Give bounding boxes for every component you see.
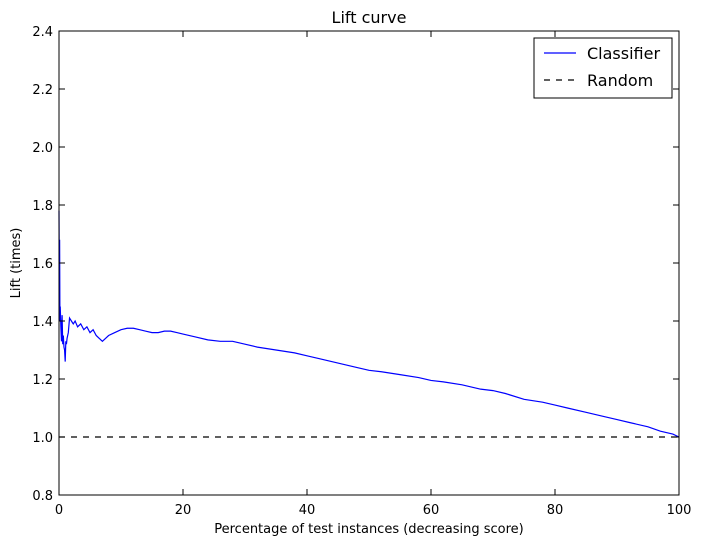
ticks-layer: 0 20 40 60 80 100 0.8 1.0 1.2 1.4 1.6 1.8 2.0 2.2 2.4 [32,25,691,518]
y-tick-label: 0.8 [32,489,53,504]
x-tick-label: 40 [299,503,316,518]
x-tick-label: 0 [55,503,63,518]
x-tick-label: 100 [667,503,692,518]
legend-box [533,37,673,99]
x-axis-label: Percentage of test instances (decreasing… [214,522,524,537]
plot-frame [58,30,680,496]
series-layer [58,210,680,438]
series-line-classifier [58,210,680,438]
legend-entry-classifier: Classifier [587,44,660,63]
x-tick-label: 80 [547,503,564,518]
legend: Classifier Random [533,37,673,99]
y-tick-label: 2.0 [32,141,53,156]
x-tick-label: 20 [175,503,192,518]
x-tick-label: 60 [423,503,440,518]
chart-title: Lift curve [332,8,407,27]
y-tick-label: 1.4 [32,315,53,330]
y-tick-label: 2.4 [32,25,53,40]
y-tick-label: 1.8 [32,199,53,214]
y-tick-label: 1.6 [32,257,53,272]
y-tick-label: 1.2 [32,373,53,388]
legend-entry-random: Random [587,71,653,90]
y-tick-label: 1.0 [32,431,53,446]
y-axis-label: Lift (times) [9,228,24,299]
y-tick-label: 2.2 [32,83,53,98]
